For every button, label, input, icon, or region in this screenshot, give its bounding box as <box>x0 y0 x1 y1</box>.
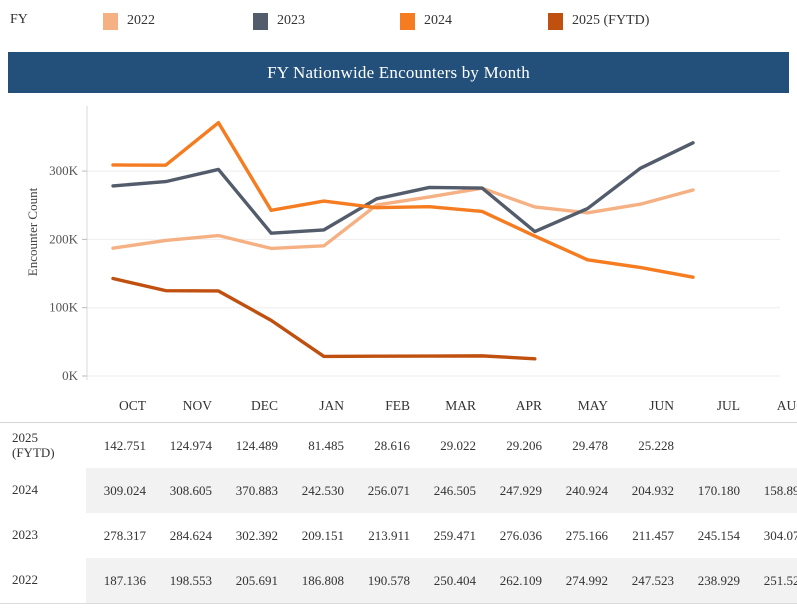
table-cell: 370.883 <box>218 468 284 513</box>
table-cell: 211.457 <box>632 527 674 543</box>
table-cell: 250.404 <box>416 558 482 604</box>
chart-legend: FY 2022 2023 2024 2025 (FYTD) <box>0 0 797 44</box>
svg-text:300K: 300K <box>49 163 79 178</box>
table-row-label: 2022 <box>0 558 86 604</box>
y-axis-title: Encounter Count <box>25 187 40 277</box>
legend-swatch-2023 <box>253 12 268 30</box>
table-cell: 276.036 <box>499 527 542 543</box>
table-col-header-dec: DEC <box>251 397 278 413</box>
table-cell: 256.071 <box>350 468 416 513</box>
table-col-header-aug: AUG <box>776 397 797 413</box>
table-col-header-oct: OCT <box>119 397 146 413</box>
table-cell: 262.109 <box>482 558 548 604</box>
legend-swatch-2024 <box>400 12 415 30</box>
table-cell: 245.154 <box>697 527 740 543</box>
table-col-header-nov: NOV <box>182 397 212 413</box>
table-cell <box>746 423 797 469</box>
table-cell: 170.180 <box>680 468 746 513</box>
table-row: 2023 278.317 284.624 302.392 209.151 213.911 2… <box>0 513 797 558</box>
table-cell: 284.624 <box>169 527 212 543</box>
legend-item-2025[interactable]: 2025 (FYTD) <box>548 11 649 31</box>
table-row: 2022 187.136 198.553 205.691 186.808 190.578 2… <box>0 558 797 604</box>
table-cell: 28.616 <box>374 437 410 453</box>
table-cell: 124.489 <box>235 437 278 453</box>
table-cell: 186.808 <box>284 558 350 604</box>
table-col-header-mar: MAR <box>445 397 476 413</box>
table-cell: 251.521 <box>746 558 797 604</box>
table-header-row: OCTNOVDECJANFEBMARAPRMAYJUNJULAUGSEPTota… <box>0 391 797 423</box>
table-row: 2025 (FYTD) 142.751 124.974 124.489 81.485 28.… <box>0 422 797 469</box>
table-cell: 29.206 <box>506 437 542 453</box>
legend-label-2025: 2025 (FYTD) <box>572 13 650 28</box>
table-cell: 240.924 <box>548 468 614 513</box>
legend-label-2022: 2022 <box>127 13 155 28</box>
legend-item-2024[interactable]: 2024 <box>400 11 452 31</box>
legend-swatch-2022 <box>103 12 118 30</box>
table-cell: 190.578 <box>350 558 416 604</box>
table-cell: 142.751 <box>103 437 146 453</box>
chart-canvas: 0K 100K 200K 300K <box>49 106 780 383</box>
table-col-header-jan: JAN <box>319 397 344 413</box>
table-cell: 308.605 <box>152 468 218 513</box>
table-cell: 309.024 <box>86 468 152 513</box>
legend-label-2023: 2023 <box>277 13 305 28</box>
table-cell: 304.073 <box>763 527 797 543</box>
table-cell: 81.485 <box>308 437 344 453</box>
svg-text:200K: 200K <box>49 231 79 246</box>
table-cell: 247.929 <box>482 468 548 513</box>
table-cell: 29.478 <box>572 437 608 453</box>
table-cell: 259.471 <box>433 527 476 543</box>
svg-text:100K: 100K <box>49 300 79 315</box>
table-cell: 158.893 <box>746 468 797 513</box>
encounters-table: OCTNOVDECJANFEBMARAPRMAYJUNJULAUGSEPTota… <box>0 391 797 604</box>
chart-title-bar: FY Nationwide Encounters by Month <box>8 52 789 93</box>
table-cell <box>680 423 746 469</box>
table-cell: 302.392 <box>235 527 278 543</box>
table-cell: 209.151 <box>301 527 344 543</box>
table-cell: 275.166 <box>565 527 608 543</box>
data-table-container: OCTNOVDECJANFEBMARAPRMAYJUNJULAUGSEPTota… <box>0 391 797 606</box>
table-cell: 213.911 <box>368 527 410 543</box>
table-cell: 274.992 <box>548 558 614 604</box>
table-cell: 242.530 <box>284 468 350 513</box>
table-cell: 278.317 <box>103 527 146 543</box>
legend-swatch-2025 <box>548 12 563 30</box>
legend-item-2023[interactable]: 2023 <box>253 11 305 31</box>
table-col-header-blank <box>0 391 86 423</box>
legend-title: FY <box>10 12 28 27</box>
table-cell: 205.691 <box>218 558 284 604</box>
table-cell: 124.974 <box>169 437 212 453</box>
legend-label-2024: 2024 <box>424 13 452 28</box>
table-col-header-apr: APR <box>515 397 542 413</box>
table-row-label: 2023 <box>0 513 86 558</box>
table-head: OCTNOVDECJANFEBMARAPRMAYJUNJULAUGSEPTota… <box>0 391 797 423</box>
table-row-label: 2025 (FYTD) <box>0 422 86 468</box>
table-cell: 187.136 <box>86 558 152 604</box>
table-col-header-feb: FEB <box>385 397 410 413</box>
table-cell: 29.022 <box>440 437 476 453</box>
table-cell: 238.929 <box>680 558 746 604</box>
table-col-header-may: MAY <box>577 397 608 413</box>
table-body: 2025 (FYTD) 142.751 124.974 124.489 81.485 28.… <box>0 422 797 604</box>
table-cell: 204.932 <box>614 468 680 513</box>
line-chart: Encounter Count 0K 100K 200K 300K <box>0 96 797 391</box>
table-row: 2024 309.024 308.605 370.883 242.530 256.071 2… <box>0 468 797 513</box>
table-cell: 246.505 <box>416 468 482 513</box>
page-title: FY Nationwide Encounters by Month <box>267 62 530 82</box>
svg-text:0K: 0K <box>62 368 79 383</box>
legend-item-2022[interactable]: 2022 <box>103 11 155 31</box>
table-row-label: 2024 <box>0 468 86 513</box>
table-cell: 25.228 <box>638 437 674 453</box>
table-col-header-jun: JUN <box>649 397 674 413</box>
table-col-header-jul: JUL <box>716 397 740 413</box>
table-cell: 198.553 <box>152 558 218 604</box>
table-cell: 247.523 <box>614 558 680 604</box>
